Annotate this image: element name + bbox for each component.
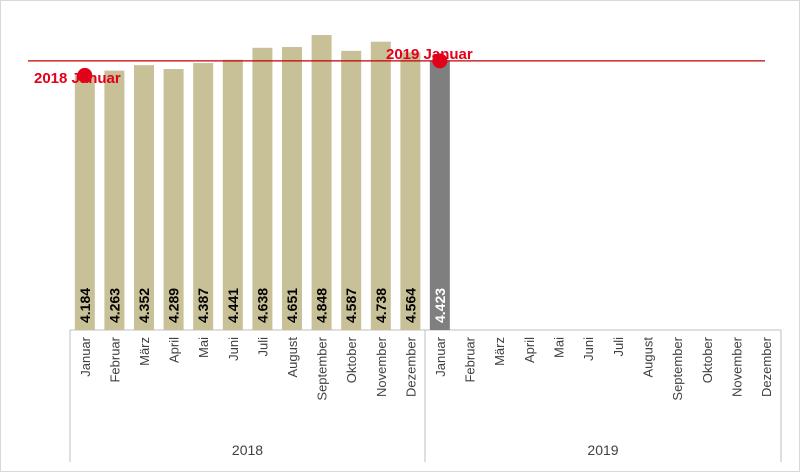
annotation-marker-1 <box>77 67 93 83</box>
tick-label-2019-1: Januar <box>433 336 448 376</box>
tick-label-2018-1: Januar <box>78 336 93 376</box>
bar-2018-4 <box>163 69 184 330</box>
bar-2018-1 <box>74 75 95 330</box>
tick-label-2019-11: November <box>730 336 745 397</box>
bar-2018-12 <box>400 52 421 331</box>
value-label-2018-7: 4.638 <box>254 288 270 323</box>
bar-2018-8 <box>282 46 302 330</box>
tick-label-2018-8: August <box>285 337 300 378</box>
tick-label-2018-2: Februar <box>107 336 122 382</box>
year-label-2018: 2018 <box>232 442 263 458</box>
tick-label-2019-5: Mai <box>552 337 567 358</box>
tick-label-2018-4: April <box>167 337 182 363</box>
annotation-marker-2 <box>432 53 448 69</box>
tick-label-2019-3: März <box>492 337 507 366</box>
tick-label-2018-3: März <box>137 337 152 366</box>
bar-2018-11 <box>370 41 391 330</box>
value-label-2018-10: 4.587 <box>343 288 359 323</box>
value-label-2018-8: 4.651 <box>284 288 300 323</box>
bar-2018-2 <box>104 70 125 330</box>
tick-label-2019-12: Dezember <box>759 336 774 397</box>
tick-label-2018-5: Mai <box>196 337 211 358</box>
value-label-2018-11: 4.738 <box>373 288 389 323</box>
bar-2018-3 <box>134 65 154 330</box>
tick-label-2019-8: August <box>641 337 656 378</box>
value-label-2018-4: 4.289 <box>166 288 182 323</box>
tick-label-2019-10: Oktober <box>700 336 715 383</box>
bar-2018-9 <box>311 35 332 330</box>
bar-2018-7 <box>252 47 273 330</box>
tick-label-2019-7: Juli <box>611 337 626 357</box>
bar-2018-6 <box>222 59 243 331</box>
value-label-2018-5: 4.387 <box>195 288 211 323</box>
value-label-2018-12: 4.564 <box>402 288 418 323</box>
value-label-2018-2: 4.263 <box>106 288 122 323</box>
bar-2018-5 <box>193 63 214 331</box>
tick-label-2019-2: Februar <box>463 336 478 382</box>
value-label-2018-9: 4.848 <box>314 288 330 323</box>
annotation-label-1: 2018 Januar <box>34 70 121 87</box>
tick-label-2018-10: Oktober <box>344 336 359 383</box>
bar-2019-1 <box>429 60 450 331</box>
tick-label-2019-9: September <box>670 336 685 400</box>
tick-label-2018-9: September <box>315 336 330 400</box>
tick-label-2018-11: November <box>374 336 389 397</box>
value-label-2018-1: 4.184 <box>77 288 93 323</box>
tick-label-2019-4: April <box>522 337 537 363</box>
tick-label-2018-7: Juli <box>255 337 270 357</box>
value-label-2018-3: 4.352 <box>136 288 152 323</box>
annotation-label-2: 2019 Januar <box>386 46 473 63</box>
value-label-2018-6: 4.441 <box>225 288 241 323</box>
value-label-2019-1: 4.423 <box>432 288 448 323</box>
tick-label-2019-6: Juni <box>581 337 596 361</box>
tick-label-2018-12: Dezember <box>403 336 418 397</box>
bar-2018-10 <box>341 50 362 330</box>
year-label-2019: 2019 <box>587 442 618 458</box>
tick-label-2018-6: Juni <box>226 337 241 361</box>
